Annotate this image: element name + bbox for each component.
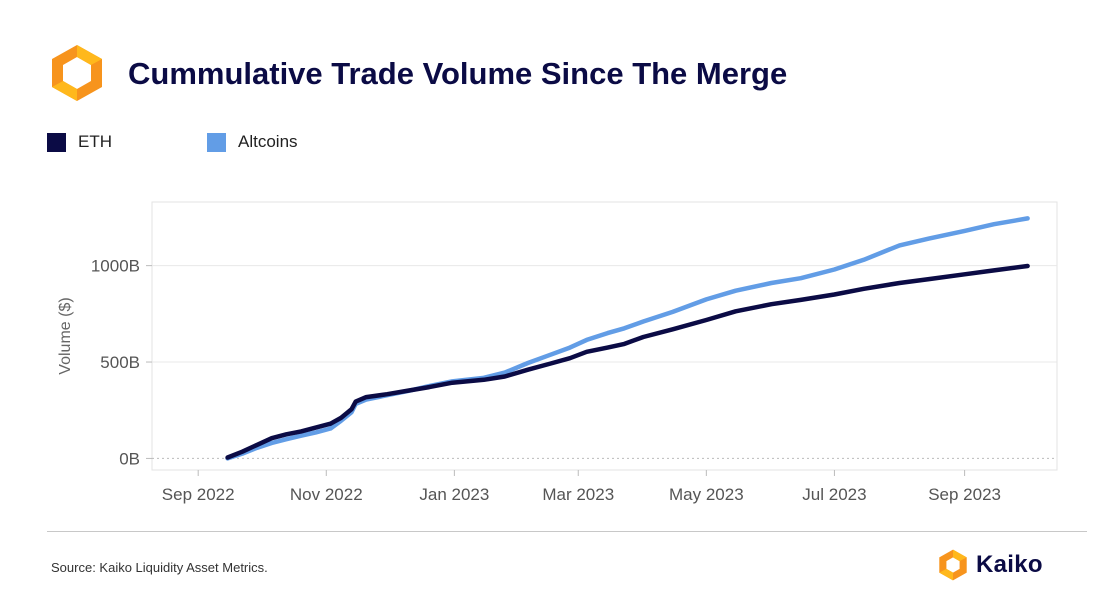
- x-tick-label: Sep 2023: [928, 485, 1001, 504]
- source-note: Source: Kaiko Liquidity Asset Metrics.: [51, 560, 268, 575]
- kaiko-brand-icon: [939, 549, 967, 581]
- brand-wordmark: Kaiko: [976, 551, 1043, 578]
- series-line-eth: [225, 263, 1030, 460]
- kaiko-logo-icon: [52, 45, 102, 101]
- y-axis-ticks: 0B 500B 1000B: [91, 257, 152, 468]
- plot-frame: [151, 201, 1058, 471]
- y-tick-label: 500B: [100, 353, 140, 372]
- legend-swatch-eth: [47, 132, 66, 152]
- legend-swatch-altcoins: [207, 132, 226, 152]
- legend: ETH Altcoins: [0, 132, 400, 156]
- plot-area-border: [151, 201, 1058, 471]
- y-tick-label: 1000B: [91, 257, 140, 276]
- legend-label-altcoins: Altcoins: [238, 132, 298, 151]
- y-axis-label: Volume ($): [57, 297, 74, 374]
- x-tick-label: Jul 2023: [802, 485, 866, 504]
- y-tick-label: 0B: [119, 449, 140, 468]
- grid-lines: [152, 265, 1057, 459]
- chart-title: Cummulative Trade Volume Since The Merge: [128, 56, 788, 91]
- series-line-altcoins: [225, 216, 1030, 461]
- x-axis-ticks: Sep 2022 Nov 2022 Jan 2023 Mar 2023 May 2023…: [162, 470, 1001, 504]
- legend-label-eth: ETH: [78, 132, 112, 151]
- x-tick-label: Sep 2022: [162, 485, 235, 504]
- series-lines: [225, 216, 1030, 461]
- footer-brand: Kaiko: [936, 548, 1043, 582]
- x-tick-label: Jan 2023: [419, 485, 489, 504]
- x-tick-label: Nov 2022: [290, 485, 363, 504]
- legend-item-eth: ETH: [47, 132, 112, 152]
- line-chart: 0B 500B 1000B Sep 2022 Nov 2022 Jan 2023 Mar …: [57, 201, 1058, 504]
- x-tick-label: Mar 2023: [542, 485, 614, 504]
- x-tick-label: May 2023: [669, 485, 744, 504]
- footer-divider: [47, 531, 1087, 532]
- legend-item-altcoins: Altcoins: [207, 132, 298, 152]
